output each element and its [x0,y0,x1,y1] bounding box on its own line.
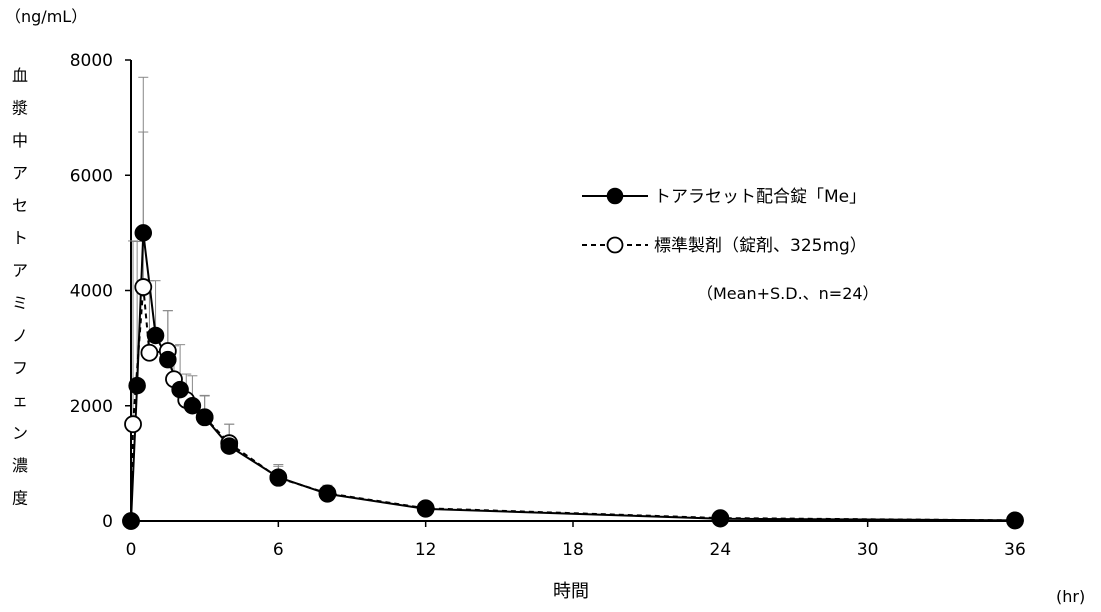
series-lines [130,232,1016,522]
legend-marker-series-1 [606,187,624,205]
legend-label-series-1: トアラセット配合錠「Me」 [654,187,866,207]
data-point-series-2 [140,343,159,362]
x-tick-label: 0 [126,540,137,560]
series-markers [122,224,1024,530]
x-tick-label: 18 [562,540,584,560]
y-axis-title-char: 度 [12,489,28,508]
y-axis-title-char: ミ [12,294,28,313]
y-tick-label: 8000 [70,51,113,71]
data-point-series-1 [416,500,435,518]
data-point-series-2 [124,415,142,434]
y-axis-title-char: ェ [12,391,28,410]
data-point-series-1 [171,380,189,399]
legend-marker-series-2 [606,236,624,254]
y-axis-title-char: 濃 [12,456,28,475]
data-point-series-1 [146,326,165,345]
y-axis-title-char: ノ [12,326,28,345]
x-tick-label: 30 [857,540,879,560]
series-line-2 [130,286,1016,522]
data-point-series-1 [159,350,177,369]
y-axis-title-char: フ [12,359,28,378]
y-axis-title-char: 漿 [12,99,28,118]
y-axis-title-char: ト [12,229,28,248]
data-point-series-1 [122,512,140,530]
legend-label-series-2: 標準製剤（錠剤、325mg） [654,236,867,256]
legend: トアラセット配合錠「Me」 標準製剤（錠剤、325mg） （Mean+S.D.、… [582,187,879,303]
x-tick-label: 24 [710,540,732,560]
chart-note: （Mean+S.D.、n=24） [697,284,879,303]
y-tick-label: 4000 [70,282,113,302]
x-tick-label: 6 [273,540,284,560]
data-point-series-1 [128,376,146,395]
y-tick-label: 2000 [70,397,113,417]
y-axis-title-char: 中 [12,131,28,150]
axes: 0 2000 4000 6000 8000 0 6 12 18 24 30 36 [70,51,1026,560]
series-line-1 [130,232,1016,522]
y-axis-title-char: ア [12,164,28,183]
y-axis-title-char: セ [12,196,28,215]
data-point-series-1 [711,509,730,528]
x-unit-label: (hr) [1056,587,1085,606]
data-point-series-1 [134,224,153,242]
data-point-series-1 [269,468,288,486]
data-point-series-1 [195,408,214,427]
y-axis-title-char: ア [12,261,28,280]
data-point-series-1 [220,437,238,455]
y-axis-title-char: 血 [12,66,28,85]
x-tick-label: 12 [415,540,437,560]
y-unit-label: （ng/mL） [5,7,87,26]
error-bars [128,76,1020,521]
data-point-series-1 [318,485,337,503]
y-axis-title-char: ン [12,424,28,443]
x-axis-title: 時間 [553,581,589,602]
x-tick-label: 36 [1004,540,1026,560]
y-tick-label: 0 [102,512,113,532]
data-point-series-1 [183,397,202,415]
y-tick-label: 6000 [70,166,113,186]
data-point-series-2 [134,278,153,296]
data-point-series-1 [1006,511,1024,530]
